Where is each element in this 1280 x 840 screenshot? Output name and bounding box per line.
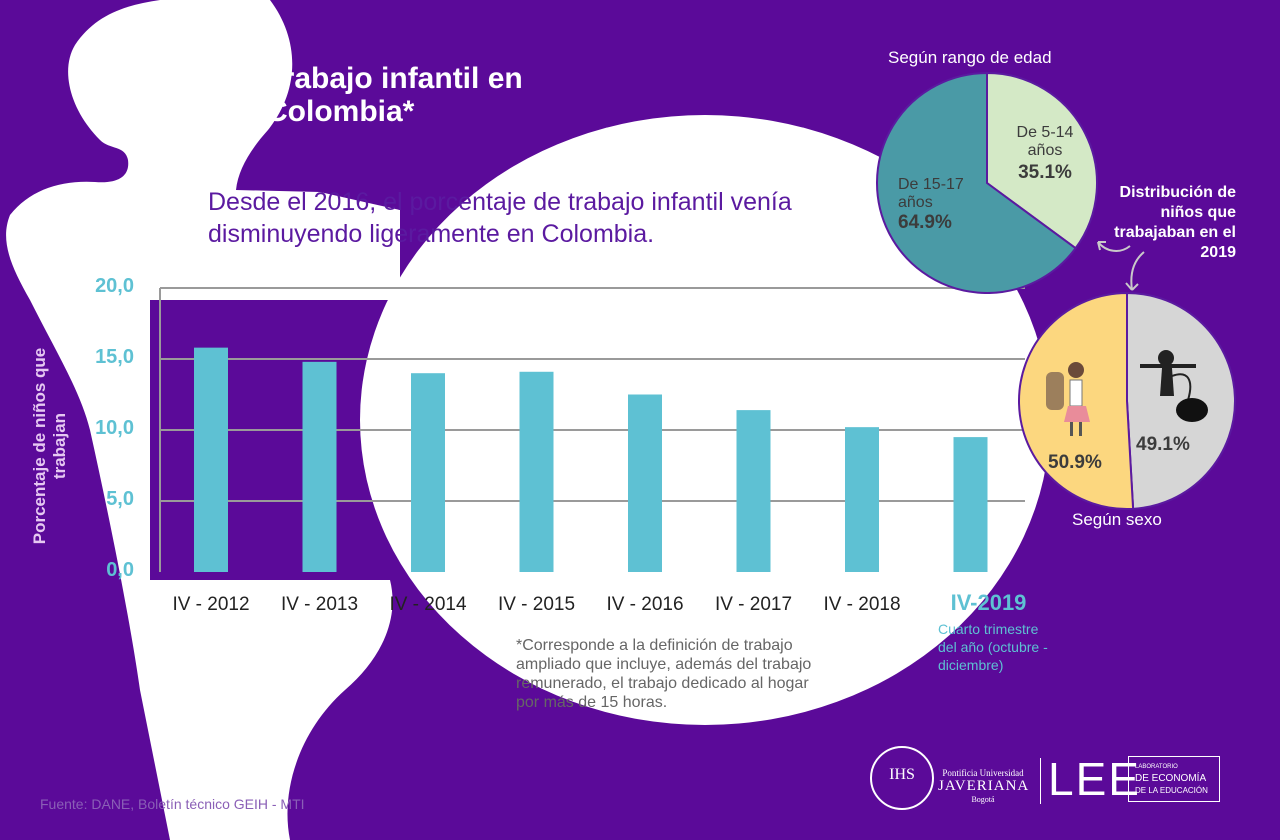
pie-slice-1 bbox=[876, 72, 1077, 294]
x-tick-label: IV - 2013 bbox=[280, 594, 359, 615]
age-pie-title: Según rango de edad bbox=[888, 48, 1052, 67]
footnote: *Corresponde a la definición de trabajo … bbox=[516, 637, 812, 711]
source-citation: Fuente: DANE, Boletín técnico GEIH - MTI bbox=[40, 796, 305, 812]
y-tick-label: 5,0 bbox=[106, 488, 134, 510]
x-tick-label: IV - 2016 bbox=[606, 594, 684, 615]
logo-divider bbox=[1040, 758, 1041, 804]
sex-slice-value-girls: 50.9% bbox=[1048, 452, 1102, 473]
age-slice-label-5-14: De 5-14 años bbox=[1016, 124, 1074, 159]
x-tick-label: IV - 2014 bbox=[389, 594, 467, 615]
white-bubble bbox=[360, 115, 1050, 725]
x-tick-label: IV-2019 bbox=[950, 590, 1027, 615]
pie-slice-0 bbox=[986, 72, 1098, 250]
arrow-head-icon bbox=[1097, 241, 1106, 251]
y-tick-label: 20,0 bbox=[95, 275, 134, 297]
javeriana-seal-logo: IHS bbox=[870, 746, 934, 810]
x-tick-label: IV - 2012 bbox=[172, 594, 250, 615]
subtitle: Desde el 2016, el porcentaje de trabajo … bbox=[208, 188, 792, 248]
age-slice-value-5-14: 35.1% bbox=[1018, 162, 1072, 183]
age-slice-label-15-17: De 15-17 años bbox=[898, 176, 964, 211]
sex-pie-title: Según sexo bbox=[1072, 510, 1162, 529]
bar-IV-2017 bbox=[736, 410, 771, 572]
pie-slice-0 bbox=[1126, 292, 1236, 510]
bar-IV-2015 bbox=[519, 371, 554, 572]
bar-IV-2016 bbox=[628, 394, 662, 572]
bar-IV-2014 bbox=[411, 373, 445, 572]
x-tick-label: IV - 2015 bbox=[497, 594, 576, 615]
distribution-label: Distribución de niños que trabajaban en … bbox=[1114, 184, 1236, 261]
bar-IV-2013 bbox=[302, 361, 337, 572]
girl-icon bbox=[1046, 362, 1090, 436]
x-tick-label: IV - 2017 bbox=[714, 594, 793, 615]
arrow-to-sex-pie-icon bbox=[1130, 251, 1145, 291]
highlight-note: Cuarto trimestre del año (octubre - dici… bbox=[938, 621, 1048, 673]
y-tick-label: 0,0 bbox=[106, 559, 134, 581]
y-tick-label: 15,0 bbox=[95, 346, 134, 368]
arrow-to-age-pie-icon bbox=[1097, 241, 1131, 252]
boy-icon bbox=[1140, 350, 1208, 422]
lee-logo-box: LABORATORIO DE ECONOMÍA DE LA EDUCACIÓN bbox=[1128, 756, 1220, 802]
bar-IV-2018 bbox=[845, 427, 879, 572]
age-pie-chart bbox=[876, 72, 1098, 294]
y-tick-label: 10,0 bbox=[95, 417, 134, 439]
x-tick-label: IV - 2018 bbox=[823, 594, 901, 615]
bar-IV-2012 bbox=[194, 347, 228, 572]
age-slice-value-15-17: 64.9% bbox=[898, 212, 952, 233]
page-title: Trabajo infantil en Colombia* bbox=[266, 62, 523, 128]
child-silhouette bbox=[6, 0, 400, 840]
bar-IV-2019 bbox=[953, 437, 988, 572]
sex-slice-value-boys: 49.1% bbox=[1136, 434, 1190, 455]
pointer-arrows bbox=[1097, 241, 1145, 291]
javeriana-logo-text: Pontificia Universidad JAVERIANA Bogotá bbox=[938, 768, 1030, 804]
lee-logo: LEE bbox=[1048, 753, 1141, 805]
arrow-head-icon bbox=[1125, 282, 1139, 291]
